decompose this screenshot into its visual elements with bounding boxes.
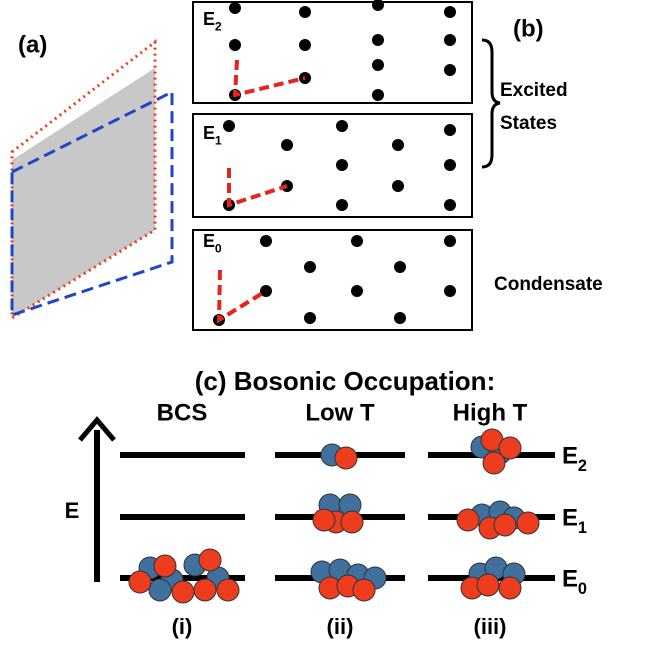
- boson: [194, 579, 216, 601]
- column-header: Low T: [305, 399, 375, 426]
- level-box: [193, 230, 472, 330]
- boson: [313, 509, 335, 531]
- column-numeral: (i): [172, 614, 193, 639]
- lattice-site: [444, 235, 456, 247]
- lattice-site: [444, 6, 456, 18]
- lattice-site: [299, 6, 311, 18]
- lattice-site: [394, 312, 406, 324]
- lattice-site: [444, 124, 456, 136]
- level-name: E: [562, 565, 578, 592]
- sheet: [12, 68, 155, 318]
- lattice-site: [304, 261, 316, 273]
- boson: [494, 514, 516, 536]
- lattice-site: [372, 59, 384, 71]
- level-name: E: [562, 504, 578, 531]
- panel-c-title: (c) Bosonic Occupation:: [195, 366, 495, 396]
- boson: [353, 579, 375, 601]
- lattice-site: [444, 64, 456, 76]
- lattice-site: [336, 199, 348, 211]
- lattice-site: [351, 285, 363, 297]
- boson: [154, 555, 176, 577]
- panel-label: (a): [18, 31, 47, 58]
- boson: [199, 549, 221, 571]
- level-box: [193, 2, 472, 103]
- level-box: [193, 114, 472, 217]
- lattice-site: [223, 120, 235, 132]
- lattice-site: [392, 180, 404, 192]
- level-subscript: 1: [578, 519, 587, 537]
- column-header: High T: [453, 399, 528, 426]
- level-name: E: [203, 123, 215, 143]
- lattice-vectors: [235, 60, 305, 95]
- lattice-site: [394, 261, 406, 273]
- boson: [477, 574, 499, 596]
- boson: [457, 509, 479, 531]
- level-subscript: 0: [215, 241, 222, 255]
- lattice-site: [351, 235, 363, 247]
- boson: [335, 447, 357, 469]
- lattice-site: [336, 159, 348, 171]
- lattice-site: [336, 120, 348, 132]
- boson: [341, 511, 363, 533]
- level-name: E: [203, 9, 215, 29]
- lattice-site: [260, 235, 272, 247]
- figure: (a) (b) Excited States Condensate (c) Bo…: [0, 0, 670, 644]
- boson: [483, 452, 505, 474]
- lattice-site: [304, 312, 316, 324]
- boson: [517, 512, 539, 534]
- excited-label: States: [500, 113, 557, 134]
- lattice-site: [372, 34, 384, 46]
- lattice-site: [229, 39, 241, 51]
- level-name: E: [203, 231, 215, 251]
- panel-label: (b): [513, 15, 544, 42]
- lattice-site: [281, 139, 293, 151]
- lattice-site: [392, 139, 404, 151]
- condensate-label: Condensate: [494, 274, 603, 295]
- boson: [217, 579, 239, 601]
- level-subscript: 2: [215, 19, 222, 33]
- level-name: E: [562, 442, 578, 469]
- level-subscript: 2: [578, 457, 587, 475]
- excited-label: Excited: [500, 80, 568, 101]
- column-numeral: (ii): [327, 614, 354, 639]
- lattice-vectors: [219, 270, 266, 320]
- lattice-vectors: [229, 168, 287, 205]
- lattice-site: [372, 89, 384, 101]
- boson: [149, 579, 171, 601]
- lattice-site: [444, 285, 456, 297]
- axis-label: E: [65, 498, 80, 523]
- column-numeral: (iii): [474, 614, 507, 639]
- brace: [482, 40, 500, 167]
- level-subscript: 1: [215, 133, 222, 147]
- lattice-site: [444, 199, 456, 211]
- lattice-site: [229, 2, 241, 14]
- lattice-site: [444, 159, 456, 171]
- lattice-site: [444, 34, 456, 46]
- lattice-site: [299, 39, 311, 51]
- lattice-site: [372, 0, 384, 11]
- boson: [129, 571, 151, 593]
- level-subscript: 0: [578, 580, 587, 598]
- boson: [172, 581, 194, 603]
- column-header: BCS: [157, 399, 208, 426]
- boson: [499, 577, 521, 599]
